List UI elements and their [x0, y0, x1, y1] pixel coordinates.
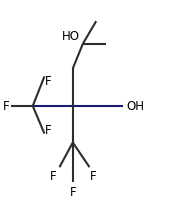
Text: F: F [90, 169, 97, 182]
Text: F: F [3, 100, 9, 113]
Text: F: F [69, 185, 76, 198]
Text: F: F [45, 75, 52, 88]
Text: HO: HO [62, 30, 80, 43]
Text: F: F [45, 123, 52, 136]
Text: F: F [50, 169, 57, 182]
Text: OH: OH [126, 100, 144, 113]
